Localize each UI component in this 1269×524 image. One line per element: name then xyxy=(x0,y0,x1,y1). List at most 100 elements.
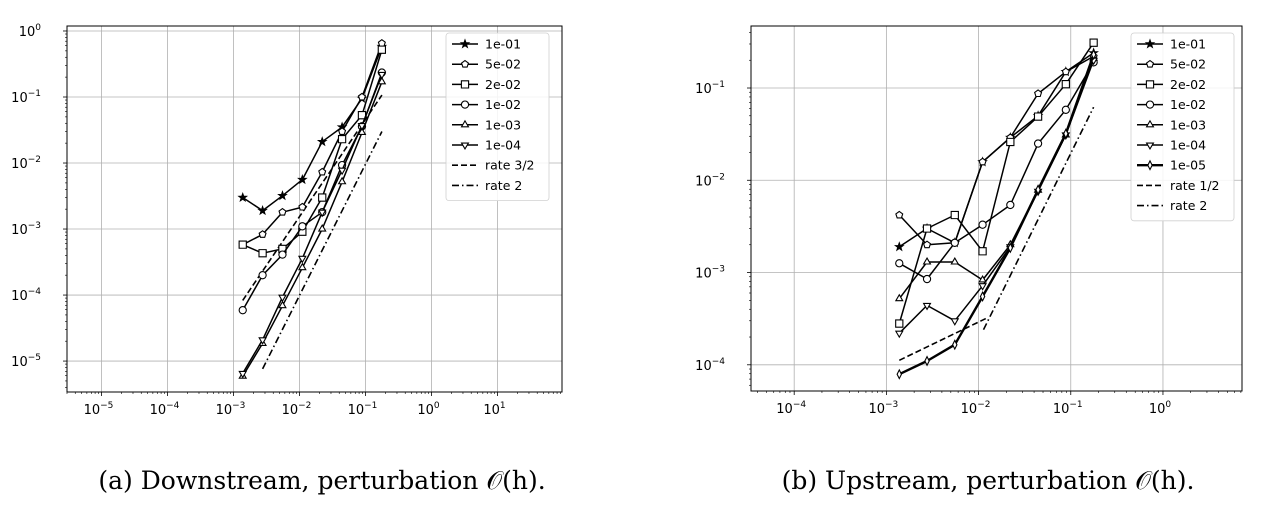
circle-marker-icon xyxy=(460,100,470,109)
series-line xyxy=(242,49,383,254)
series-1e-03 xyxy=(894,53,1099,302)
data-point xyxy=(278,300,287,309)
legend-label: 1e-04 xyxy=(1170,138,1206,153)
thin-diamond-marker-icon xyxy=(1147,159,1153,171)
series-2e-02 xyxy=(895,38,1098,328)
pentagon-marker-icon xyxy=(1145,59,1155,68)
pentagon-marker-icon xyxy=(460,59,470,68)
series-2e-02 xyxy=(238,45,387,258)
data-point xyxy=(1089,38,1098,47)
series-1e-03 xyxy=(238,76,387,379)
data-point xyxy=(950,238,959,247)
data-point xyxy=(337,134,347,144)
axes-frame xyxy=(750,25,1243,392)
series-line xyxy=(242,74,383,374)
series-1e-02 xyxy=(895,58,1098,284)
x-tick-label: 101 xyxy=(483,401,505,418)
data-point xyxy=(278,294,287,303)
data-point xyxy=(1006,200,1015,210)
triangle-up-marker-icon xyxy=(460,119,470,128)
x-tick-label: 100 xyxy=(1149,400,1172,417)
x-tick-label: 10−2 xyxy=(961,400,991,417)
x-tick-label: 10−1 xyxy=(1053,400,1083,417)
x-tick-label: 10−3 xyxy=(216,401,246,418)
chart-b: 10−4 10−3 10−2 10−1 100 10−4 10−3 10−2 10−1 1e-01… xyxy=(695,25,1243,417)
legend-label: 5e-02 xyxy=(485,57,521,72)
data-point xyxy=(278,244,287,254)
data-point xyxy=(257,205,268,216)
data-point xyxy=(978,247,987,256)
data-point xyxy=(922,274,932,284)
series-line xyxy=(898,54,1095,376)
data-point xyxy=(1061,105,1070,114)
data-point xyxy=(896,368,903,380)
data-point xyxy=(952,339,958,351)
data-point xyxy=(1061,67,1070,76)
x-tick-label: 100 xyxy=(417,401,440,418)
data-point xyxy=(297,262,307,271)
caption-b: (b) Upstream, perturbation 𝒪(h). xyxy=(781,466,1195,495)
data-point xyxy=(377,39,386,47)
legend-label: 1e-02 xyxy=(1170,97,1206,112)
reference-line-rate-3-2 xyxy=(242,94,383,301)
series-1e-02 xyxy=(238,68,387,315)
series-line xyxy=(898,61,1095,280)
data-point xyxy=(979,290,986,303)
data-point xyxy=(377,45,387,54)
data-point xyxy=(316,136,328,147)
data-point xyxy=(894,330,904,339)
legend-label: 1e-02 xyxy=(485,97,521,112)
data-point xyxy=(922,256,932,265)
legend-label: rate 2 xyxy=(485,178,522,193)
data-point xyxy=(950,256,960,265)
data-point xyxy=(1034,89,1043,98)
data-point xyxy=(357,92,367,101)
series-1e-04 xyxy=(238,71,387,379)
data-point xyxy=(1007,242,1014,254)
data-point xyxy=(950,318,960,326)
star-marker-icon xyxy=(459,38,471,49)
y-tick-label: 10−3 xyxy=(11,221,41,238)
series-line xyxy=(242,43,383,246)
data-point xyxy=(238,306,247,315)
data-point xyxy=(978,220,987,229)
data-point xyxy=(297,174,308,185)
data-point xyxy=(893,241,905,252)
data-point xyxy=(895,210,904,219)
square-marker-icon xyxy=(1145,80,1155,89)
square-marker-icon xyxy=(460,80,470,89)
legend: 1e-01 5e-02 2e-02 1e-02 1e-03 1e-04 1e-05 rate … xyxy=(1130,32,1235,222)
reference-line-rate-1-2 xyxy=(898,317,987,362)
data-point xyxy=(317,223,327,232)
star-marker-icon xyxy=(1144,38,1156,49)
data-point xyxy=(950,210,959,220)
data-point xyxy=(337,167,347,176)
x-tick-label: 10−1 xyxy=(348,401,378,418)
series-line xyxy=(898,42,1095,324)
data-point xyxy=(1033,139,1043,148)
data-point xyxy=(1061,80,1070,89)
triangle-down-marker-icon xyxy=(460,142,470,151)
data-point xyxy=(258,271,267,280)
data-point xyxy=(377,71,387,80)
data-point xyxy=(338,127,347,135)
legend-label: 1e-01 xyxy=(485,37,521,52)
x-tick-label: 10−2 xyxy=(282,401,312,418)
data-point xyxy=(318,167,327,176)
data-point xyxy=(357,127,367,136)
y-tick-label: 10−2 xyxy=(695,172,725,189)
y-tick-label: 10−4 xyxy=(11,287,41,304)
legend: 1e-01 5e-02 2e-02 1e-02 1e-03 1e-04 rate 3/2 ra… xyxy=(445,32,550,202)
data-point xyxy=(978,274,987,283)
data-point xyxy=(1090,49,1097,61)
y-tick-label: 10−5 xyxy=(11,353,41,370)
reference-line-rate-2 xyxy=(982,106,1095,331)
data-point xyxy=(298,202,307,211)
data-point xyxy=(922,240,932,249)
data-point xyxy=(337,176,347,185)
y-tick-label: 10−1 xyxy=(11,89,41,106)
data-point xyxy=(922,302,932,311)
data-point xyxy=(317,209,327,218)
data-point xyxy=(238,370,248,379)
